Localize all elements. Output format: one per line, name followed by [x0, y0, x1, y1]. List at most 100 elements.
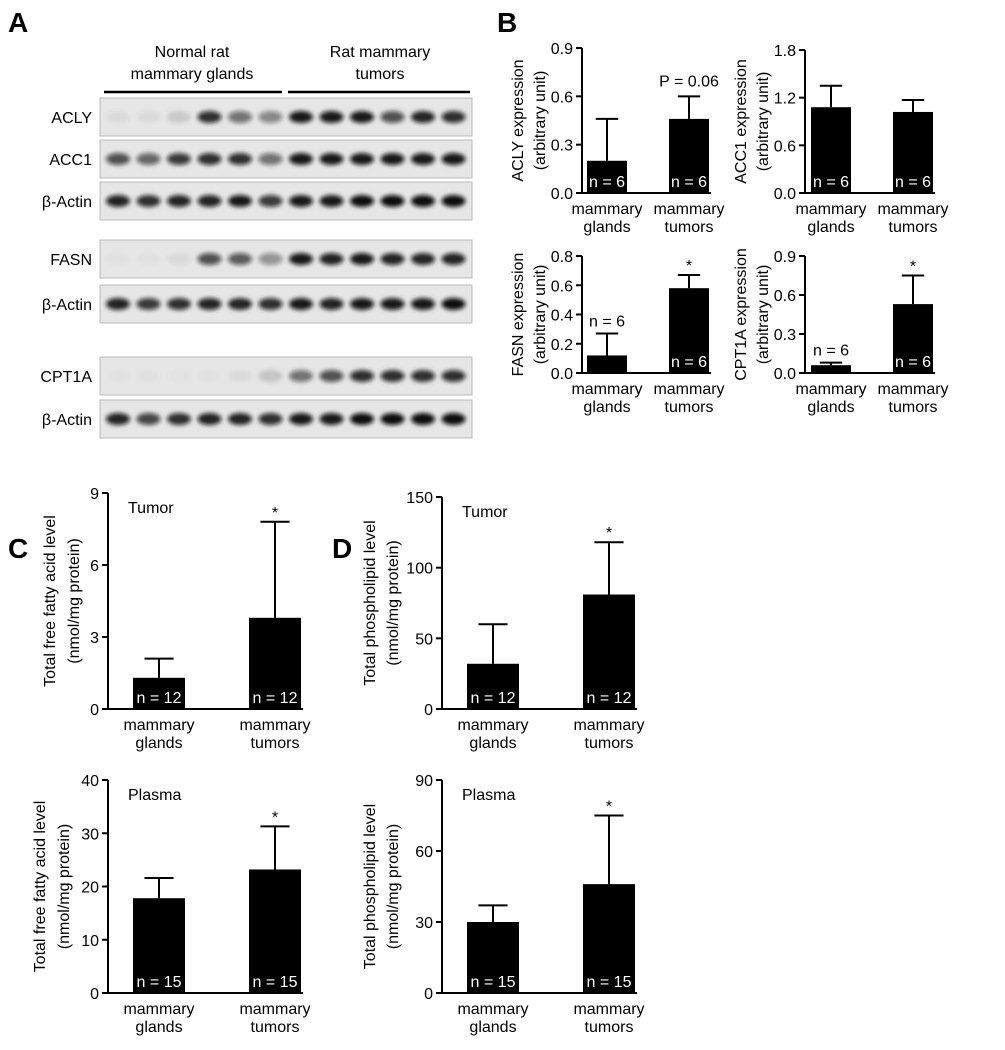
blot-row-label: ACC1 [49, 152, 92, 169]
y-axis-label: Total phospholipid level [362, 520, 379, 685]
x-tick-label: mammary glands [457, 717, 528, 752]
y-tick-label: 6 [90, 558, 99, 575]
blot-band [167, 413, 191, 425]
bar [893, 304, 933, 373]
blot-band [228, 298, 252, 310]
y-axis-label: (arbitrary unit) [755, 265, 772, 365]
blot-band [380, 111, 405, 123]
y-axis-label: Total free fatty acid level [32, 801, 49, 973]
blot-row-label: β-Actin [42, 412, 92, 429]
y-axis-label: ACLY expression [510, 59, 527, 181]
bar [669, 118, 709, 193]
y-tick-label: 0.3 [774, 327, 796, 344]
blot-band [319, 153, 344, 165]
bar-label: n = 12 [471, 690, 516, 707]
blot-band [258, 195, 283, 207]
significance-label: * [910, 259, 916, 276]
y-axis-label: (arbitrary unit) [532, 71, 549, 171]
group-label: Rat mammary [330, 44, 430, 61]
blot-band [380, 298, 405, 310]
bar [669, 288, 709, 373]
y-tick-label: 30 [415, 915, 433, 932]
blot-band [167, 253, 191, 265]
inset-label: Tumor [128, 500, 174, 517]
blot-band [137, 253, 161, 265]
y-tick-label: 60 [415, 844, 433, 861]
blot-band [441, 111, 466, 123]
blot-band [228, 195, 252, 207]
blot-band [441, 370, 466, 382]
bar [467, 922, 519, 993]
blot-band [289, 370, 313, 382]
bar-label: n = 6 [895, 354, 931, 371]
blot-band [350, 413, 374, 425]
y-axis-label: Total free fatty acid level [42, 515, 59, 687]
blot-band [289, 253, 313, 265]
x-tick-label: mammary tumors [653, 381, 724, 416]
y-tick-label: 10 [81, 933, 99, 950]
bar [893, 111, 933, 193]
blot-band [380, 195, 405, 207]
y-axis-label: (nmol/mg protein) [385, 824, 402, 949]
blot-band [319, 195, 344, 207]
bar [583, 884, 635, 993]
blot-band [319, 111, 344, 123]
y-tick-label: 0.6 [551, 89, 573, 106]
group-label: mammary glands [131, 66, 254, 83]
bar [249, 869, 301, 993]
y-tick-label: 100 [406, 561, 433, 578]
blot-band [258, 413, 283, 425]
blot-band [167, 111, 191, 123]
significance-label: * [272, 809, 278, 826]
blot-band [197, 253, 222, 265]
blot-band [411, 111, 435, 123]
blot-band [106, 195, 130, 207]
bar [249, 617, 301, 709]
significance-label: * [606, 799, 612, 816]
blot-strip [99, 97, 473, 137]
y-tick-label: 1.2 [774, 91, 796, 108]
blot-band [319, 413, 344, 425]
bar [587, 355, 627, 373]
y-tick-label: 0.4 [551, 308, 573, 325]
y-tick-label: 50 [415, 631, 433, 648]
panel-letter: B [497, 7, 517, 38]
blot-band [136, 195, 161, 207]
y-axis-label: (nmol/mg protein) [56, 824, 73, 949]
bar-label: n = 6 [589, 174, 625, 191]
y-tick-label: 20 [81, 880, 99, 897]
inset-label: Tumor [462, 504, 508, 521]
x-tick-label: mammary glands [795, 381, 866, 416]
blot-band [289, 298, 313, 310]
blot-band [380, 153, 405, 165]
group-label: Normal rat [155, 44, 230, 61]
y-axis-label: CPT1A expression [733, 248, 750, 381]
y-tick-label: 30 [81, 826, 99, 843]
blot-band [228, 370, 252, 382]
y-tick-label: 0.6 [774, 288, 796, 305]
bar-label: n = 6 [589, 314, 625, 331]
blot-strip [99, 356, 473, 396]
blot-band [441, 413, 466, 425]
x-tick-label: mammary glands [123, 1001, 194, 1036]
y-tick-label: 40 [81, 773, 99, 790]
panel-letter: D [332, 533, 352, 564]
blot-band [289, 111, 313, 123]
blot-band [228, 413, 252, 425]
blot-band [197, 298, 222, 310]
blot-band [228, 253, 252, 265]
blot-band [380, 370, 405, 382]
blot-band [258, 111, 283, 123]
x-tick-label: mammary tumors [877, 381, 948, 416]
blot-row-label: β-Actin [42, 194, 92, 211]
x-tick-label: mammary glands [457, 1001, 528, 1036]
blot-band [167, 195, 191, 207]
x-tick-label: mammary tumors [573, 1001, 644, 1036]
y-tick-label: 90 [415, 773, 433, 790]
bar-label: n = 6 [813, 174, 849, 191]
blot-band [197, 153, 222, 165]
blot-band [350, 111, 374, 123]
blot-band [319, 253, 344, 265]
x-tick-label: mammary glands [123, 717, 194, 752]
bar [583, 594, 635, 709]
